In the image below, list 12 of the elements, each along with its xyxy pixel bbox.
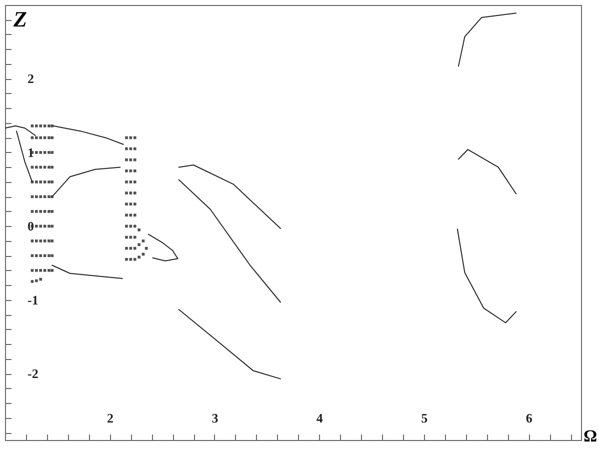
x-tick-label: 2	[106, 410, 114, 426]
y-tick-label: -1	[28, 292, 38, 308]
y-axis-title: Z	[12, 6, 27, 32]
y-tick-label: 0	[28, 218, 34, 234]
y-tick-label: 1	[28, 144, 34, 160]
x-tick-label: 5	[421, 410, 428, 426]
x-tick-label: 4	[316, 410, 324, 426]
y-tick-label: -2	[28, 366, 38, 382]
y-tick-label: 2	[28, 71, 34, 86]
x-tick-label: 3	[212, 410, 219, 426]
x-axis-title: Ω	[584, 426, 598, 446]
x-tick-label: 6	[526, 410, 533, 426]
